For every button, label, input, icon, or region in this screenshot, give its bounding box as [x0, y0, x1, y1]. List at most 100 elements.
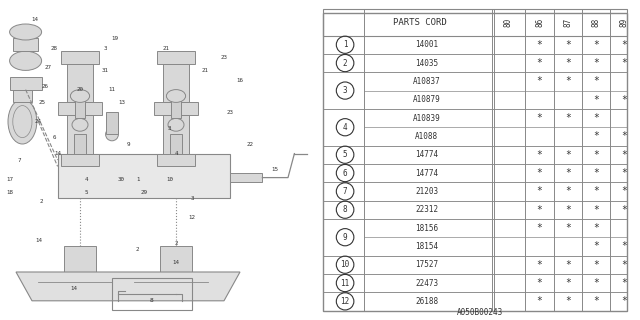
- Text: 18154: 18154: [415, 242, 438, 251]
- Text: 14774: 14774: [415, 150, 438, 159]
- Bar: [170, 134, 182, 154]
- Bar: [163, 64, 189, 102]
- Bar: [160, 246, 192, 272]
- Text: A10839: A10839: [413, 114, 440, 123]
- Text: *: *: [536, 186, 543, 196]
- Text: *: *: [593, 113, 599, 123]
- Text: *: *: [536, 278, 543, 288]
- Text: *: *: [621, 168, 627, 178]
- Text: *: *: [593, 223, 599, 233]
- Text: *: *: [536, 58, 543, 68]
- Text: 2: 2: [40, 199, 44, 204]
- Text: 7: 7: [17, 157, 21, 163]
- Text: 21: 21: [163, 45, 170, 51]
- Text: 14001: 14001: [415, 40, 438, 49]
- Bar: [323, 146, 627, 164]
- Text: *: *: [593, 186, 599, 196]
- Text: *: *: [593, 278, 599, 288]
- Text: 10: 10: [340, 260, 349, 269]
- Bar: [74, 134, 86, 154]
- Text: 1: 1: [343, 40, 348, 49]
- Text: 26188: 26188: [415, 297, 438, 306]
- Bar: [323, 274, 627, 292]
- Text: 26: 26: [42, 84, 48, 89]
- Text: 20: 20: [77, 87, 83, 92]
- Text: 30: 30: [118, 177, 125, 182]
- Bar: [323, 219, 627, 256]
- Text: 15: 15: [272, 167, 278, 172]
- Text: *: *: [565, 205, 571, 215]
- Text: 13: 13: [118, 100, 125, 105]
- Text: 89: 89: [620, 18, 628, 27]
- Text: *: *: [621, 205, 627, 215]
- Bar: [323, 256, 627, 274]
- Bar: [76, 99, 84, 118]
- Text: *: *: [565, 260, 571, 270]
- Text: 31: 31: [102, 68, 109, 73]
- Text: 14: 14: [32, 17, 38, 22]
- Text: *: *: [536, 205, 543, 215]
- Text: *: *: [621, 186, 627, 196]
- Text: 6: 6: [343, 169, 348, 178]
- Text: 17527: 17527: [415, 260, 438, 269]
- Bar: [172, 99, 181, 118]
- Text: 16: 16: [237, 77, 243, 83]
- Text: *: *: [621, 278, 627, 288]
- Bar: [323, 182, 627, 201]
- Text: 19: 19: [112, 36, 118, 41]
- Text: *: *: [593, 150, 599, 160]
- Text: 3: 3: [168, 125, 172, 131]
- Text: PARTS CORD: PARTS CORD: [394, 18, 447, 27]
- Text: 4: 4: [343, 123, 348, 132]
- Text: *: *: [565, 113, 571, 123]
- Text: *: *: [536, 76, 543, 86]
- Bar: [323, 36, 627, 54]
- Text: *: *: [593, 296, 599, 306]
- Ellipse shape: [8, 99, 36, 144]
- Ellipse shape: [166, 90, 186, 102]
- Text: 21203: 21203: [415, 187, 438, 196]
- Text: 11: 11: [340, 278, 349, 288]
- Bar: [154, 102, 198, 115]
- Text: *: *: [536, 40, 543, 50]
- Text: 3: 3: [190, 196, 194, 201]
- Text: 22: 22: [246, 141, 253, 147]
- Text: 14035: 14035: [415, 59, 438, 68]
- Text: 14: 14: [70, 285, 77, 291]
- Text: *: *: [593, 58, 599, 68]
- Text: 3: 3: [343, 86, 348, 95]
- Text: *: *: [593, 132, 599, 141]
- Text: *: *: [536, 150, 543, 160]
- Text: 11: 11: [109, 87, 115, 92]
- Text: 2: 2: [136, 247, 140, 252]
- Text: 9: 9: [343, 233, 348, 242]
- Text: *: *: [621, 58, 627, 68]
- Text: 23: 23: [227, 109, 234, 115]
- Text: 4: 4: [84, 177, 88, 182]
- Bar: [61, 51, 99, 64]
- Ellipse shape: [72, 118, 88, 131]
- Text: *: *: [621, 132, 627, 141]
- Text: *: *: [621, 241, 627, 252]
- Text: *: *: [536, 223, 543, 233]
- Text: *: *: [565, 150, 571, 160]
- Ellipse shape: [168, 118, 184, 131]
- Text: 18156: 18156: [415, 224, 438, 233]
- Text: *: *: [565, 168, 571, 178]
- Text: 12: 12: [340, 297, 349, 306]
- Bar: [112, 278, 192, 310]
- Text: 8: 8: [343, 205, 348, 214]
- Text: 8: 8: [150, 298, 154, 303]
- Ellipse shape: [70, 90, 90, 102]
- Text: 22473: 22473: [415, 278, 438, 288]
- Bar: [230, 173, 262, 182]
- Text: *: *: [565, 76, 571, 86]
- Text: *: *: [565, 278, 571, 288]
- Text: *: *: [593, 241, 599, 252]
- Bar: [10, 77, 42, 90]
- Text: 14: 14: [35, 237, 42, 243]
- Text: *: *: [621, 150, 627, 160]
- Text: 27: 27: [45, 65, 51, 70]
- Text: 24: 24: [35, 119, 42, 124]
- Text: 14: 14: [173, 260, 179, 265]
